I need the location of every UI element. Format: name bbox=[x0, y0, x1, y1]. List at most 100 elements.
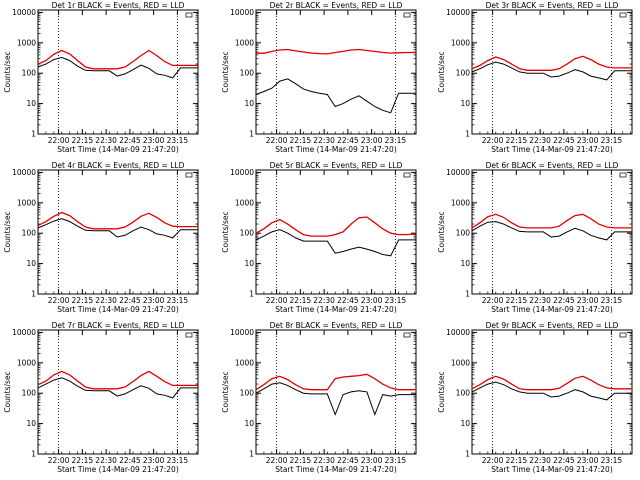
y-axis-label: Counts/sec bbox=[437, 211, 446, 252]
x-tick-label: 22:30 bbox=[313, 296, 335, 305]
plot-frame bbox=[471, 169, 633, 295]
y-tick-label: 10 bbox=[26, 419, 36, 428]
series-lld-line bbox=[37, 49, 198, 70]
y-tick-label: 10 bbox=[244, 259, 254, 268]
x-tick-label: 23:00 bbox=[143, 456, 165, 465]
series-events-line bbox=[37, 56, 198, 79]
y-tick-label: 100 bbox=[22, 389, 37, 398]
x-tick-label: 23:00 bbox=[577, 456, 599, 465]
series-events-line bbox=[255, 229, 416, 257]
y-tick-label: 1 bbox=[249, 450, 254, 459]
x-tick-label: 23:00 bbox=[361, 136, 383, 145]
y-tick-label: 1000 bbox=[235, 358, 254, 367]
plot-frame bbox=[37, 9, 199, 135]
x-tick-label: 23:00 bbox=[577, 136, 599, 145]
x-tick-label: 22:45 bbox=[337, 136, 359, 145]
y-tick-label: 1000 bbox=[17, 38, 36, 47]
panel-det-3r: Det 3r BLACK = Events, RED = LLD 1 10 100 10… bbox=[437, 1, 633, 154]
x-tick-label: 23:00 bbox=[143, 296, 165, 305]
x-axis-label: Start Time (14-Mar-09 21:47:20) bbox=[491, 465, 613, 474]
x-tick-label: 22:15 bbox=[72, 136, 94, 145]
y-axis-label: Counts/sec bbox=[437, 51, 446, 92]
y-tick-label: 1000 bbox=[451, 38, 470, 47]
panel-det-4r: Det 4r BLACK = Events, RED = LLD 1 10 100 10… bbox=[3, 161, 199, 314]
legend-box bbox=[619, 332, 627, 338]
panel-det-6r: Det 6r BLACK = Events, RED = LLD 1 10 100 10… bbox=[437, 161, 633, 314]
x-tick-label: 22:15 bbox=[290, 456, 312, 465]
y-tick-label: 10 bbox=[26, 99, 36, 108]
x-tick-label: 22:15 bbox=[506, 136, 528, 145]
y-tick-label: 10000 bbox=[230, 328, 254, 337]
x-tick-label: 22:15 bbox=[290, 296, 312, 305]
y-tick-label: 10 bbox=[244, 419, 254, 428]
panel-det-9r: Det 9r BLACK = Events, RED = LLD 1 10 100 10… bbox=[437, 321, 633, 474]
panel-title: Det 3r BLACK = Events, RED = LLD bbox=[486, 1, 619, 10]
x-tick-label: 23:15 bbox=[601, 136, 623, 145]
y-tick-label: 1 bbox=[31, 290, 36, 299]
x-axis-label: Start Time (14-Mar-09 21:47:20) bbox=[275, 145, 397, 154]
series-lld-line bbox=[37, 370, 198, 390]
legend-box bbox=[185, 332, 193, 338]
plot-frame bbox=[37, 169, 199, 295]
y-tick-label: 10000 bbox=[446, 8, 470, 17]
x-tick-label: 22:00 bbox=[48, 136, 70, 145]
x-tick-label: 22:45 bbox=[553, 296, 575, 305]
x-axis-label: Start Time (14-Mar-09 21:47:20) bbox=[275, 305, 397, 314]
y-tick-label: 10 bbox=[460, 419, 470, 428]
x-tick-label: 22:30 bbox=[95, 456, 117, 465]
panel-title: Det 1r BLACK = Events, RED = LLD bbox=[52, 1, 185, 10]
x-tick-label: 22:00 bbox=[266, 296, 288, 305]
panel-title: Det 9r BLACK = Events, RED = LLD bbox=[486, 321, 619, 330]
x-axis-label: Start Time (14-Mar-09 21:47:20) bbox=[491, 305, 613, 314]
x-tick-label: 22:45 bbox=[553, 456, 575, 465]
y-axis-label: Counts/sec bbox=[3, 211, 12, 252]
y-tick-label: 100 bbox=[456, 389, 471, 398]
plot-frame bbox=[255, 9, 417, 135]
x-axis-label: Start Time (14-Mar-09 21:47:20) bbox=[57, 145, 179, 154]
y-tick-label: 10 bbox=[460, 99, 470, 108]
x-tick-label: 22:45 bbox=[337, 456, 359, 465]
y-axis-label: Counts/sec bbox=[221, 371, 230, 412]
panel-title: Det 8r BLACK = Events, RED = LLD bbox=[270, 321, 403, 330]
series-lld-line bbox=[255, 373, 416, 391]
y-axis-label: Counts/sec bbox=[3, 51, 12, 92]
plot-frame bbox=[255, 169, 417, 295]
series-events-line bbox=[37, 377, 198, 399]
y-tick-label: 10 bbox=[26, 259, 36, 268]
x-tick-label: 22:30 bbox=[95, 136, 117, 145]
x-tick-label: 23:15 bbox=[385, 136, 407, 145]
y-tick-label: 1 bbox=[465, 130, 470, 139]
y-tick-label: 1000 bbox=[451, 198, 470, 207]
series-events-line bbox=[471, 221, 632, 241]
y-tick-label: 1 bbox=[465, 290, 470, 299]
legend-box bbox=[619, 12, 627, 18]
y-tick-label: 1 bbox=[249, 290, 254, 299]
legend-box bbox=[403, 172, 411, 178]
x-tick-label: 22:00 bbox=[482, 456, 504, 465]
y-tick-label: 100 bbox=[22, 229, 37, 238]
x-axis-label: Start Time (14-Mar-09 21:47:20) bbox=[57, 305, 179, 314]
plot-frame bbox=[255, 329, 417, 455]
x-axis-label: Start Time (14-Mar-09 21:47:20) bbox=[57, 465, 179, 474]
x-tick-label: 23:00 bbox=[361, 296, 383, 305]
x-tick-label: 22:15 bbox=[72, 296, 94, 305]
y-tick-label: 1 bbox=[31, 130, 36, 139]
y-axis-label: Counts/sec bbox=[221, 51, 230, 92]
legend-box bbox=[185, 12, 193, 18]
panel-title: Det 7r BLACK = Events, RED = LLD bbox=[52, 321, 185, 330]
series-events-line bbox=[37, 218, 198, 239]
x-tick-label: 22:45 bbox=[119, 136, 141, 145]
x-tick-label: 22:00 bbox=[48, 296, 70, 305]
y-tick-label: 100 bbox=[240, 229, 255, 238]
y-tick-label: 1000 bbox=[17, 358, 36, 367]
y-tick-label: 1000 bbox=[235, 38, 254, 47]
y-tick-label: 10000 bbox=[12, 168, 36, 177]
series-events-line bbox=[255, 382, 416, 416]
x-tick-label: 22:30 bbox=[529, 136, 551, 145]
series-lld-line bbox=[471, 55, 632, 71]
y-tick-label: 1000 bbox=[17, 198, 36, 207]
x-tick-label: 22:15 bbox=[72, 456, 94, 465]
series-events-line bbox=[255, 78, 416, 114]
x-tick-label: 22:00 bbox=[482, 136, 504, 145]
series-lld-line bbox=[471, 213, 632, 229]
